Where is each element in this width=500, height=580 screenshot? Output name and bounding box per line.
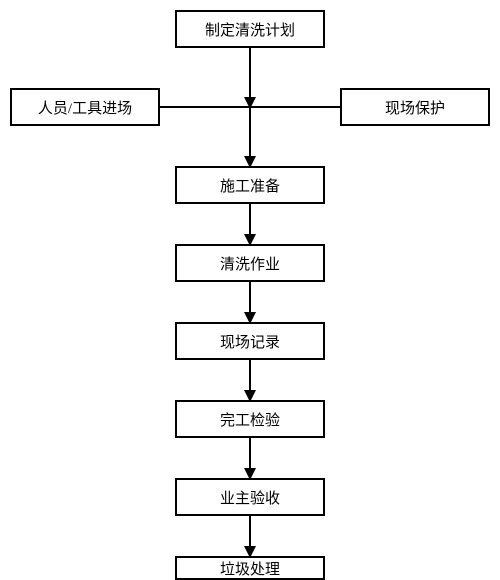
flow-node-n2: 人员/工具进场 <box>10 88 160 126</box>
flow-node-n6: 现场记录 <box>175 322 325 360</box>
flow-node-n4: 施工准备 <box>175 166 325 204</box>
flow-node-n7: 完工检验 <box>175 400 325 438</box>
flow-node-label: 垃圾处理 <box>220 558 280 579</box>
flow-node-label: 完工检验 <box>220 409 280 430</box>
flow-node-label: 清洗作业 <box>220 253 280 274</box>
flow-node-n3: 现场保护 <box>340 88 490 126</box>
flow-node-n5: 清洗作业 <box>175 244 325 282</box>
flow-node-label: 施工准备 <box>220 175 280 196</box>
flow-node-label: 业主验收 <box>220 487 280 508</box>
flow-node-n1: 制定清洗计划 <box>175 10 325 48</box>
flow-node-n9: 垃圾处理 <box>175 556 325 580</box>
flow-node-n8: 业主验收 <box>175 478 325 516</box>
flow-node-label: 制定清洗计划 <box>205 19 295 40</box>
flow-node-label: 现场保护 <box>385 97 445 118</box>
flow-node-label: 人员/工具进场 <box>38 97 132 118</box>
flow-node-label: 现场记录 <box>220 331 280 352</box>
